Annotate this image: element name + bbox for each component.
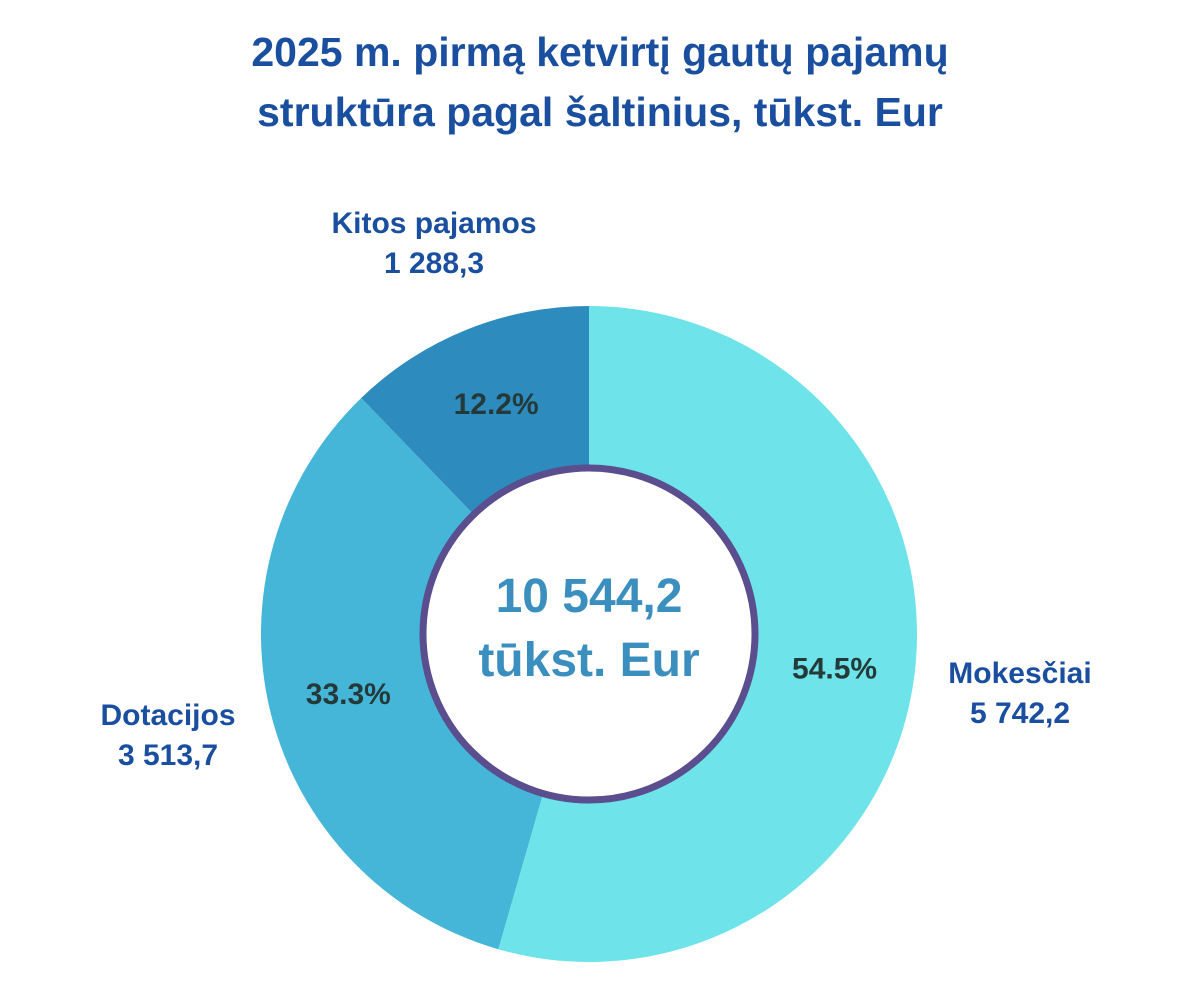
slice-mokesciai-percent-label: 54.5% [792,653,877,686]
chart-title-line-1: 2025 m. pirmą ketvirtį gautų pajamų [251,29,949,75]
center-total-value: 10 544,2 [496,570,683,623]
center-total-unit: tūkst. Eur [478,634,699,687]
slice-label-kitos-name: Kitos pajamos [331,207,537,240]
slice-label-kitos-value: 1 288,3 [383,247,485,280]
slice-label-mokesciai-value: 5 742,2 [969,697,1071,730]
percent-labels: 54.5% 33.3% 12.2% [306,388,877,711]
center-ring [419,464,759,804]
slice-label-dotacijos-value: 3 513,7 [117,739,219,772]
slice-kitos-percent-label: 12.2% [454,388,539,421]
slice-label-dotacijos: Dotacijos 3 513,7 [70,696,266,776]
slice-label-mokesciai-name: Mokesčiai [948,657,1092,690]
slice-dotacijos-percent-label: 33.3% [306,678,391,711]
chart-title: 2025 m. pirmą ketvirtį gautų pajamų stru… [0,22,1200,142]
chart-title-line-2: struktūra pagal šaltinius, tūkst. Eur [257,89,943,135]
slice-label-kitos: Kitos pajamos 1 288,3 [292,204,576,284]
slice-label-dotacijos-name: Dotacijos [100,699,236,732]
slice-label-mokesciai: Mokesčiai 5 742,2 [920,654,1120,734]
